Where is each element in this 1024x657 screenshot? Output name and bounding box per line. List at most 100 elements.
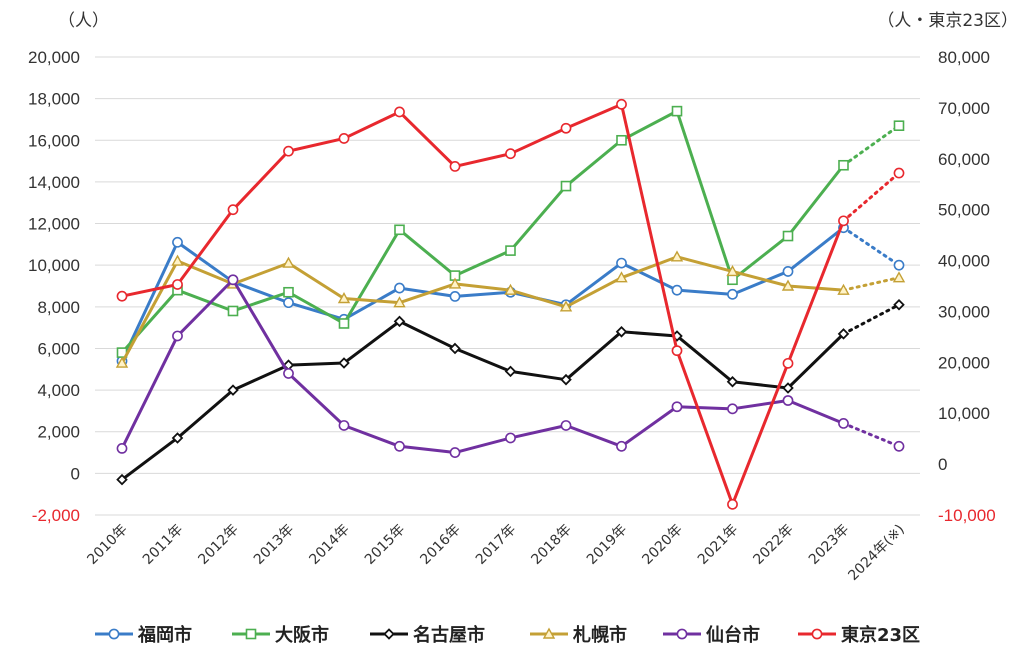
left-axis-tick-label: 16,000 [28, 131, 80, 150]
legend: 福岡市 大阪市 名古屋市 札幌市 仙台市 東京23区 [95, 624, 920, 646]
x-axis-tick-label: 2015年 [362, 522, 408, 568]
x-axis-tick-label: 2016年 [417, 522, 463, 568]
x-axis-tick-label: 2014年 [306, 522, 352, 568]
data-point-marker [726, 375, 739, 388]
x-axis-tick-label: 2012年 [195, 522, 241, 568]
data-point-marker [393, 296, 406, 308]
data-point-marker [393, 315, 406, 328]
legend-label: 東京23区 [841, 624, 920, 646]
series-東京23区 [116, 98, 905, 510]
left-axis-tick-label: 20,000 [28, 48, 80, 67]
data-point-marker [559, 300, 573, 312]
data-point-marker [227, 204, 239, 216]
x-axis-tick-label: 2010年 [84, 522, 130, 568]
data-point-marker [227, 384, 239, 396]
data-point-marker [116, 442, 128, 454]
data-point-marker [670, 250, 684, 262]
legend-item-福岡市: 福岡市 [95, 624, 192, 646]
data-point-marker [893, 167, 905, 179]
series-名古屋市 [116, 298, 905, 486]
data-point-marker [838, 159, 849, 171]
left-axis-tick-label: 8,000 [37, 298, 80, 317]
legend-label: 名古屋市 [413, 624, 485, 646]
data-point-marker [505, 245, 516, 256]
right-axis-tick-label: -10,000 [938, 506, 996, 525]
data-point-marker [283, 368, 294, 379]
data-point-marker [338, 357, 350, 369]
left-axis-tick-label: 2,000 [37, 423, 80, 442]
right-axis-tick-label: 50,000 [938, 201, 990, 220]
data-point-marker [671, 401, 683, 413]
right-axis-tick-label: 60,000 [938, 150, 990, 169]
data-point-marker [782, 395, 794, 406]
left-axis-tick-label: 6,000 [37, 339, 80, 358]
right-axis-tick-label: 0 [938, 455, 947, 474]
data-point-marker [893, 259, 905, 271]
series-projection-line [842, 276, 901, 292]
data-point-marker [616, 257, 627, 269]
data-point-marker [893, 120, 905, 131]
legend-label: 福岡市 [137, 624, 192, 646]
series-projection-line [842, 124, 901, 167]
legend-label: 仙台市 [706, 624, 760, 646]
data-point-marker [108, 628, 120, 640]
data-point-marker [676, 628, 688, 640]
series-line [120, 226, 845, 362]
data-point-marker [616, 134, 627, 146]
data-point-marker [893, 440, 905, 452]
data-point-marker [394, 440, 405, 452]
data-point-marker [383, 628, 395, 640]
right-axis-tick-label: 40,000 [938, 252, 990, 271]
data-point-marker [394, 106, 405, 118]
left-axis-tick-label: 18,000 [28, 90, 80, 109]
data-point-marker [671, 284, 683, 296]
data-point-marker [505, 148, 516, 160]
legend-label: 大阪市 [275, 624, 329, 646]
axes: -2,000 0 2,000 4,000 6,000 8,000 10,000 12,000 1… [28, 11, 1018, 584]
series-line [120, 255, 844, 364]
series-projection-line [842, 171, 901, 223]
series-仙台市 [116, 274, 905, 458]
right-axis-tick-label: 30,000 [938, 302, 990, 321]
data-point-marker [227, 305, 239, 317]
data-point-marker [727, 274, 738, 286]
left-axis-tick-label: 12,000 [28, 215, 80, 234]
data-point-marker [171, 432, 184, 444]
data-point-marker [504, 283, 517, 295]
data-point-marker [782, 266, 794, 277]
x-axis-tick-label: 2019年 [584, 522, 630, 568]
left-axis-tick-label: 0 [71, 464, 80, 483]
data-point-marker [542, 627, 556, 639]
legend-item-名古屋市: 名古屋市 [370, 624, 485, 646]
series-line [121, 102, 845, 506]
right-axis-tick-label: 20,000 [938, 353, 990, 372]
left-axis-tick-label: 14,000 [28, 173, 80, 192]
x-axis-tick-label: 2022年 [750, 522, 796, 568]
right-axis-tick-label: 10,000 [938, 404, 990, 423]
series-projection-line [842, 226, 901, 267]
data-point-marker [505, 432, 516, 444]
data-point-marker [837, 283, 850, 295]
data-point-marker [560, 373, 572, 386]
series-line [120, 109, 845, 354]
data-point-marker [838, 215, 849, 227]
data-point-marker [172, 279, 183, 290]
data-point-marker [283, 145, 294, 157]
legend-item-札幌市: 札幌市 [530, 624, 627, 646]
data-point-marker [394, 224, 405, 236]
data-point-marker [893, 298, 905, 311]
series-line [120, 278, 845, 455]
legend-item-大阪市: 大阪市 [232, 624, 329, 646]
legend-label: 札幌市 [572, 624, 627, 646]
data-point-marker [811, 628, 823, 640]
data-point-marker [838, 417, 849, 429]
legend-item-東京23区: 東京23区 [798, 624, 920, 646]
data-point-marker [671, 105, 683, 117]
data-point-marker [449, 161, 461, 172]
data-point-marker [782, 382, 794, 394]
data-point-marker [172, 330, 183, 342]
right-axis-unit-label: （人・東京23区） [877, 11, 1018, 31]
data-point-marker [781, 279, 795, 291]
